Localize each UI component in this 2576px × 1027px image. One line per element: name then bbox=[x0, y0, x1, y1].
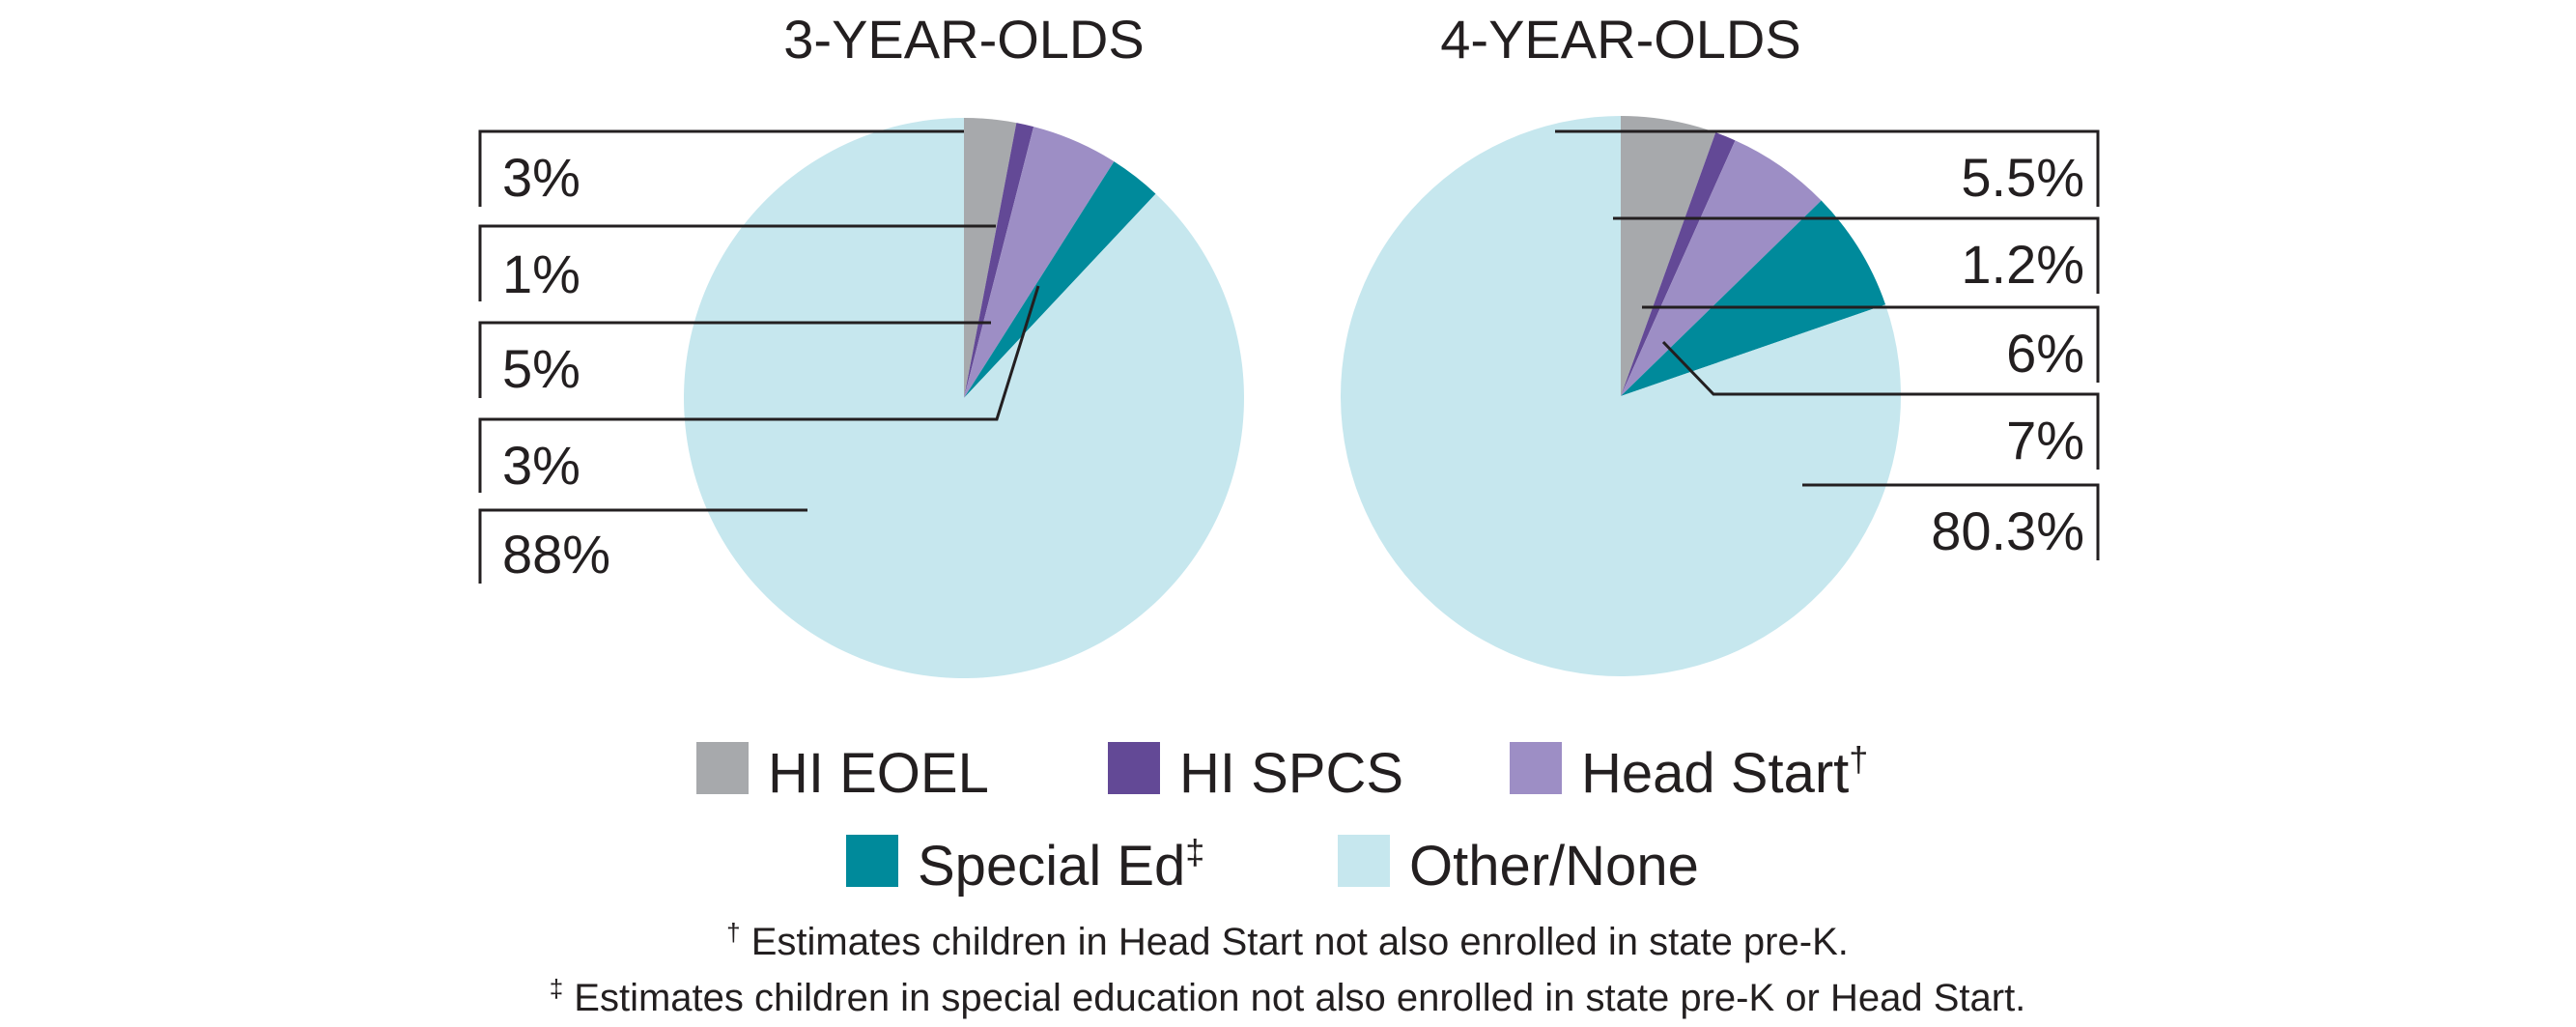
legend-swatch-eoel bbox=[696, 742, 749, 794]
legend-swatch-sped bbox=[846, 835, 898, 887]
value-label-hs-4: 6% bbox=[2006, 323, 2084, 384]
leader-line-sped-4 bbox=[1661, 340, 2100, 470]
legend-label-sped: Special Ed‡ bbox=[918, 832, 1204, 898]
pie-slices-3-year-olds bbox=[684, 118, 1245, 678]
value-label-eoel-4: 5.5% bbox=[1961, 147, 2084, 208]
pie-slice-sped-3 bbox=[964, 161, 1156, 398]
legend-swatch-spcs bbox=[1108, 742, 1160, 794]
pie-chart-3-year-olds: 3-YEAR-OLDS 3% 1% 5% 3% 88% bbox=[478, 9, 1245, 678]
footnote-text-special-ed: Estimates children in special education … bbox=[563, 977, 2025, 1019]
leader-line-hs-3 bbox=[478, 321, 991, 398]
value-label-sped-3: 3% bbox=[502, 435, 580, 496]
value-label-sped-4: 7% bbox=[2006, 410, 2084, 471]
pie-slice-spcs-4 bbox=[1621, 132, 1736, 396]
pie-slice-spcs-3 bbox=[964, 123, 1034, 398]
pie-leaders-4-year-olds bbox=[1555, 129, 2100, 560]
pie-slice-other-3 bbox=[684, 118, 1245, 678]
legend-text-hs: Head Start bbox=[1581, 742, 1849, 805]
pie-slice-hs-4 bbox=[1621, 140, 1822, 396]
leader-line-other-4 bbox=[1802, 483, 2100, 560]
legend-label-hs: Head Start† bbox=[1581, 739, 1868, 805]
pie-value-labels-3-year-olds: 3% 1% 5% 3% 88% bbox=[502, 147, 610, 585]
pie-slice-eoel-4 bbox=[1621, 116, 1716, 396]
pie-chart-4-year-olds: 4-YEAR-OLDS 5.5% 1.2% 6% 7% 80.3% bbox=[1341, 9, 2100, 676]
legend-mark-sped: ‡ bbox=[1185, 832, 1204, 871]
leader-line-eoel-4 bbox=[1555, 129, 2100, 207]
leader-line-spcs-4 bbox=[1613, 216, 2100, 294]
value-label-hs-3: 5% bbox=[502, 338, 580, 399]
legend-label-eoel: HI EOEL bbox=[768, 742, 989, 805]
value-label-spcs-3: 1% bbox=[502, 243, 580, 304]
footnote-special-ed: ‡ Estimates children in special educatio… bbox=[550, 974, 2026, 1019]
legend-swatch-hs bbox=[1510, 742, 1562, 794]
value-label-other-3: 88% bbox=[502, 524, 610, 585]
pie-value-labels-4-year-olds: 5.5% 1.2% 6% 7% 80.3% bbox=[1931, 147, 2084, 561]
footnotes: † Estimates children in Head Start not a… bbox=[550, 918, 2026, 1019]
footnote-head-start: † Estimates children in Head Start not a… bbox=[726, 918, 1849, 963]
footnote-mark-double-dagger: ‡ bbox=[550, 974, 563, 1003]
pie-slice-eoel-3 bbox=[964, 118, 1017, 398]
leader-line-other-3 bbox=[478, 508, 807, 584]
pie-slices-4-year-olds bbox=[1341, 116, 1902, 676]
pie-slice-hs-3 bbox=[964, 127, 1115, 399]
legend: HI EOEL HI SPCS Head Start† Special Ed‡ … bbox=[696, 739, 1868, 898]
leader-line-spcs-3 bbox=[478, 224, 996, 301]
legend-mark-hs: † bbox=[1849, 739, 1868, 779]
pie-leaders-3-year-olds bbox=[478, 129, 1040, 584]
legend-label-other: Other/None bbox=[1409, 835, 1699, 898]
footnote-text-head-start: Estimates children in Head Start not als… bbox=[741, 921, 1849, 963]
value-label-spcs-4: 1.2% bbox=[1961, 234, 2084, 295]
leader-line-sped-3 bbox=[478, 285, 1040, 493]
legend-label-spcs: HI SPCS bbox=[1179, 742, 1403, 805]
pie-title-4-year-olds: 4-YEAR-OLDS bbox=[1440, 9, 1800, 70]
legend-swatch-other bbox=[1338, 835, 1390, 887]
leader-line-eoel-3 bbox=[478, 129, 964, 207]
legend-text-sped: Special Ed bbox=[918, 835, 1185, 898]
value-label-eoel-3: 3% bbox=[502, 147, 580, 208]
pie-slice-other-4 bbox=[1341, 116, 1902, 676]
footnote-mark-dagger: † bbox=[726, 918, 740, 947]
pie-title-3-year-olds: 3-YEAR-OLDS bbox=[783, 9, 1144, 70]
pie-slice-sped-4 bbox=[1621, 200, 1886, 396]
leader-line-hs-4 bbox=[1642, 305, 2100, 383]
value-label-other-4: 80.3% bbox=[1931, 500, 2084, 561]
